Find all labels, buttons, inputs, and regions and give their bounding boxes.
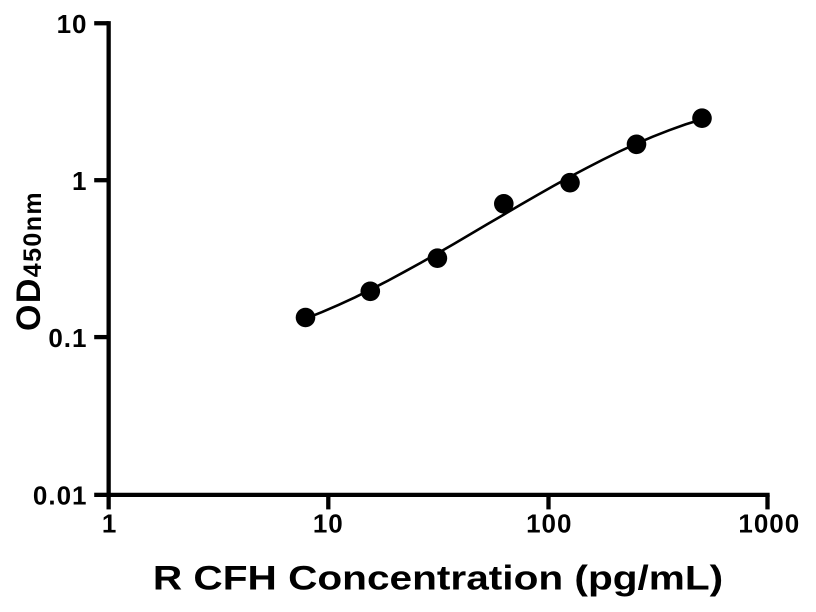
svg-text:1: 1	[72, 166, 87, 196]
svg-text:10: 10	[313, 508, 344, 538]
svg-text:0.1: 0.1	[48, 323, 87, 353]
svg-text:100: 100	[526, 508, 572, 538]
svg-text:OD450nm: OD450nm	[10, 191, 48, 331]
svg-text:10: 10	[57, 9, 88, 39]
svg-text:1: 1	[102, 508, 117, 538]
svg-text:1000: 1000	[738, 508, 800, 538]
svg-text:0.01: 0.01	[33, 481, 88, 511]
svg-text:R CFH Concentration (pg/mL): R CFH Concentration (pg/mL)	[153, 558, 723, 596]
